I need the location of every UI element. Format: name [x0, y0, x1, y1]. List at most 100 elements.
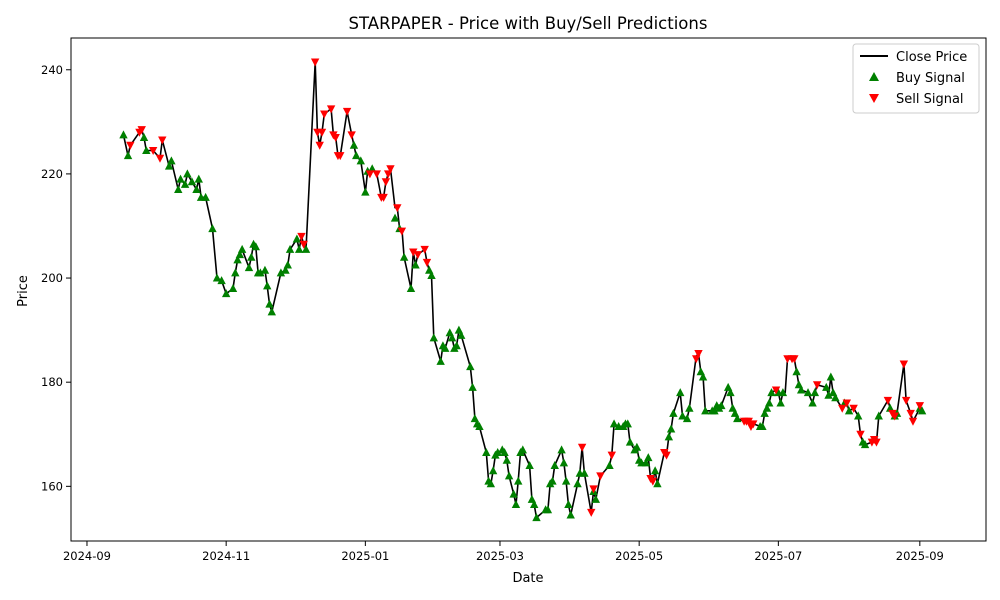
sell-signal-marker — [648, 477, 658, 486]
sell-signal-marker — [148, 146, 158, 155]
sell-signal-marker — [315, 141, 324, 150]
buy-signal-marker — [824, 390, 833, 399]
sell-signal-marker — [347, 131, 356, 140]
sell-signal-marker — [297, 232, 306, 241]
buy-signal-marker — [760, 408, 769, 417]
sell-signal-marker — [137, 126, 146, 135]
buy-signal-marker — [885, 403, 895, 412]
x-tick-label: 2025-07 — [754, 549, 802, 563]
y-tick-label: 180 — [41, 375, 63, 389]
sell-signal-marker — [838, 404, 847, 413]
buy-signal-marker — [119, 130, 128, 139]
sell-signal-marker — [365, 170, 375, 179]
buy-signal-marker — [796, 385, 806, 394]
buy-signal-marker — [623, 419, 632, 428]
buy-signal-marker — [509, 489, 518, 498]
buy-signal-marker — [294, 244, 304, 253]
sell-signal-marker — [587, 508, 596, 517]
buy-signal-marker — [201, 192, 210, 201]
buy-signal-marker — [283, 260, 292, 269]
sell-signal-marker — [372, 170, 381, 179]
sell-signal-marker — [331, 133, 340, 142]
sell-signal-marker — [126, 141, 135, 150]
buy-signal-marker — [778, 388, 788, 397]
buy-signal-marker — [174, 185, 183, 194]
buy-signal-marker — [361, 187, 370, 196]
buy-signal-marker — [217, 276, 226, 285]
buy-signal-marker — [244, 263, 254, 272]
buy-signal-marker — [776, 398, 785, 407]
y-tick-label: 160 — [41, 479, 63, 493]
buy-signal-marker — [874, 411, 883, 420]
buy-signal-marker — [717, 401, 726, 410]
sell-signal-marker — [842, 399, 852, 408]
sell-signal-marker — [379, 193, 388, 202]
buy-signal-marker — [550, 460, 559, 469]
buy-signal-marker — [276, 268, 286, 277]
buy-signal-marker — [573, 479, 582, 488]
buy-signal-marker — [650, 466, 660, 475]
x-tick-label: 2025-09 — [896, 549, 944, 563]
buy-signal-marker — [701, 406, 710, 415]
y-tick-label: 220 — [41, 167, 63, 181]
buy-signal-marker — [767, 388, 776, 397]
buy-signal-marker — [475, 421, 484, 430]
sell-signal-marker — [310, 58, 320, 67]
sell-signal-marker — [413, 251, 423, 260]
buy-signal-marker — [390, 213, 400, 222]
sell-signal-marker — [856, 430, 865, 439]
buy-signal-marker — [123, 151, 133, 160]
sell-signal-marker — [901, 396, 911, 405]
sell-signal-marker — [790, 355, 799, 364]
sell-signal-marker — [155, 154, 165, 163]
buy-signal-marker — [698, 372, 708, 381]
buy-signal-marker — [468, 382, 477, 391]
y-tick-label: 200 — [41, 271, 63, 285]
legend: Close Price Buy Signal Sell Signal — [852, 43, 980, 114]
buy-signal-marker — [192, 185, 201, 194]
sell-signal-marker — [393, 204, 402, 213]
buy-signal-marker — [559, 458, 569, 467]
buy-signal-marker — [235, 250, 245, 259]
buy-signal-marker — [532, 513, 541, 522]
sell-signal-marker — [849, 404, 858, 413]
buy-signal-marker — [482, 447, 491, 456]
buy-signal-marker — [301, 244, 311, 253]
buy-signal-marker — [399, 252, 409, 261]
sell-signal-marker — [320, 110, 329, 119]
buy-signal-marker — [666, 424, 676, 433]
sell-signal-marker — [662, 451, 671, 460]
sell-signal-marker — [812, 381, 822, 390]
sell-signal-marker — [420, 245, 429, 254]
sell-signal-marker — [386, 165, 395, 174]
buy-signal-marker — [367, 164, 377, 173]
buy-signal-marker — [826, 372, 836, 381]
buy-signal-marker — [500, 447, 509, 456]
sell-signal-marker — [326, 105, 336, 114]
sell-signal-marker — [744, 417, 753, 426]
buy-signal-marker — [263, 281, 272, 290]
buy-signal-marker — [808, 398, 817, 407]
buy-signal-marker — [644, 453, 653, 462]
buy-signal-marker — [605, 460, 614, 469]
buy-signal-marker — [183, 169, 192, 178]
buy-signal-marker — [803, 388, 813, 397]
legend-sell-marker — [869, 94, 879, 103]
sell-signal-marker — [336, 152, 345, 161]
buy-signal-marker — [641, 458, 651, 467]
chart-title: STARPAPER - Price with Buy/Sell Predicti… — [349, 14, 708, 33]
buy-signal-marker — [488, 466, 498, 475]
buy-signal-marker — [486, 479, 496, 488]
buy-signal-marker — [265, 299, 274, 308]
buy-signal-marker — [530, 500, 539, 509]
buy-signal-marker — [180, 179, 190, 188]
buy-signal-marker — [429, 333, 439, 342]
sell-signal-marker — [872, 438, 881, 447]
buy-signal-marker — [525, 460, 534, 469]
x-tick-label: 2024-11 — [202, 549, 250, 563]
buy-signal-marker — [632, 442, 642, 451]
buy-signal-marker — [441, 343, 450, 352]
buy-signal-marker — [625, 437, 635, 446]
buy-signal-marker — [406, 283, 416, 292]
